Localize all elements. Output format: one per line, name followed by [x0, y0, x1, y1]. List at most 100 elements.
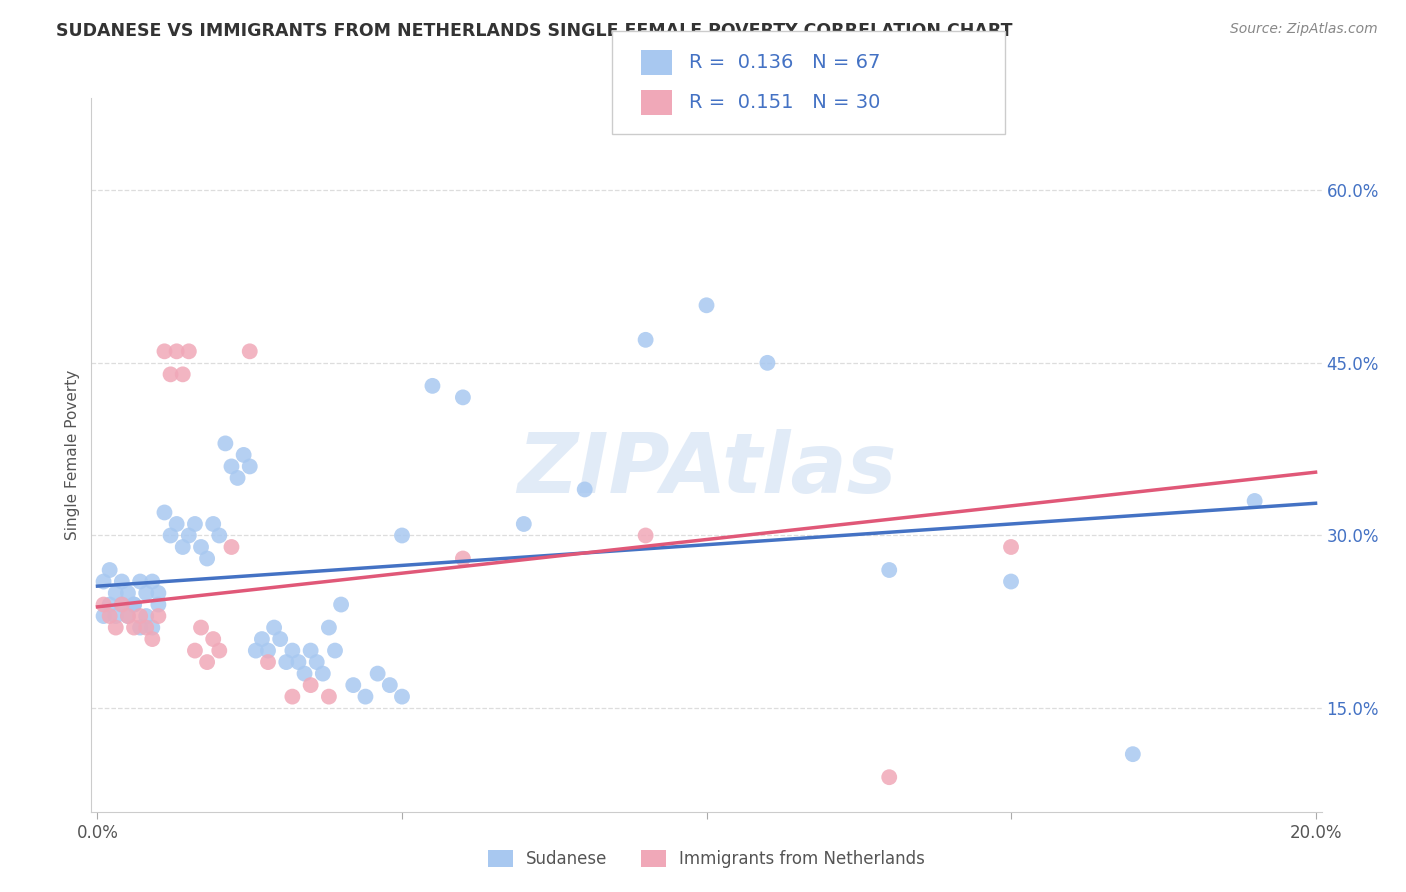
Point: [104, 621, 127, 635]
Point: [117, 609, 139, 624]
Point: [1122, 747, 1144, 761]
Point: [202, 632, 225, 646]
Point: [166, 516, 188, 531]
Text: R =  0.136   N = 67: R = 0.136 N = 67: [689, 53, 880, 72]
Point: [1000, 574, 1022, 589]
Y-axis label: Single Female Poverty: Single Female Poverty: [65, 370, 80, 540]
Point: [513, 516, 536, 531]
Point: [391, 528, 413, 542]
Point: [281, 643, 304, 657]
Point: [135, 621, 157, 635]
Point: [299, 678, 322, 692]
Point: [574, 483, 596, 497]
Point: [281, 690, 304, 704]
Point: [148, 609, 170, 624]
Point: [312, 666, 335, 681]
Point: [177, 528, 200, 542]
Point: [391, 690, 413, 704]
Point: [141, 632, 163, 646]
Point: [104, 586, 127, 600]
Point: [305, 655, 328, 669]
Point: [111, 598, 134, 612]
Point: [111, 598, 134, 612]
Point: [195, 551, 218, 566]
Point: [378, 678, 401, 692]
Point: [93, 574, 115, 589]
Point: [148, 598, 170, 612]
Point: [135, 609, 157, 624]
Point: [330, 598, 353, 612]
Point: [153, 344, 176, 359]
Point: [190, 621, 212, 635]
Point: [93, 609, 115, 624]
Point: [257, 643, 280, 657]
Point: [172, 540, 194, 554]
Point: [159, 368, 181, 382]
Point: [202, 516, 225, 531]
Point: [221, 540, 243, 554]
Point: [104, 609, 127, 624]
Point: [354, 690, 377, 704]
Point: [451, 390, 474, 404]
Point: [172, 368, 194, 382]
Point: [451, 551, 474, 566]
Point: [129, 574, 152, 589]
Point: [245, 643, 267, 657]
Point: [153, 506, 176, 520]
Point: [122, 621, 145, 635]
Point: [342, 678, 364, 692]
Point: [1000, 540, 1022, 554]
Point: [877, 563, 900, 577]
Point: [122, 598, 145, 612]
Point: [98, 598, 121, 612]
Text: ZIPAtlas: ZIPAtlas: [517, 429, 896, 509]
Point: [239, 459, 262, 474]
Point: [98, 563, 121, 577]
Point: [184, 516, 207, 531]
Point: [129, 609, 152, 624]
Point: [208, 528, 231, 542]
Point: [276, 655, 298, 669]
Point: [141, 574, 163, 589]
Legend: Sudanese, Immigrants from Netherlands: Sudanese, Immigrants from Netherlands: [481, 843, 932, 875]
Point: [877, 770, 900, 784]
Point: [221, 459, 243, 474]
Point: [1243, 494, 1265, 508]
Point: [141, 621, 163, 635]
Point: [98, 609, 121, 624]
Point: [159, 528, 181, 542]
Point: [299, 643, 322, 657]
Point: [226, 471, 249, 485]
Point: [111, 574, 134, 589]
Point: [195, 655, 218, 669]
Point: [367, 666, 389, 681]
Point: [129, 621, 152, 635]
Point: [117, 609, 139, 624]
Point: [756, 356, 779, 370]
Point: [287, 655, 309, 669]
Point: [634, 528, 657, 542]
Point: [695, 298, 717, 312]
Text: Source: ZipAtlas.com: Source: ZipAtlas.com: [1230, 22, 1378, 37]
Point: [422, 379, 444, 393]
Point: [117, 586, 139, 600]
Point: [184, 643, 207, 657]
Point: [214, 436, 236, 450]
Text: R =  0.151   N = 30: R = 0.151 N = 30: [689, 93, 880, 112]
Point: [177, 344, 200, 359]
Point: [239, 344, 262, 359]
Point: [294, 666, 316, 681]
Point: [232, 448, 254, 462]
Point: [148, 586, 170, 600]
Point: [269, 632, 291, 646]
Text: SUDANESE VS IMMIGRANTS FROM NETHERLANDS SINGLE FEMALE POVERTY CORRELATION CHART: SUDANESE VS IMMIGRANTS FROM NETHERLANDS …: [56, 22, 1012, 40]
Point: [190, 540, 212, 554]
Point: [318, 621, 340, 635]
Point: [263, 621, 285, 635]
Point: [250, 632, 273, 646]
Point: [135, 586, 157, 600]
Point: [93, 598, 115, 612]
Point: [318, 690, 340, 704]
Point: [166, 344, 188, 359]
Point: [122, 598, 145, 612]
